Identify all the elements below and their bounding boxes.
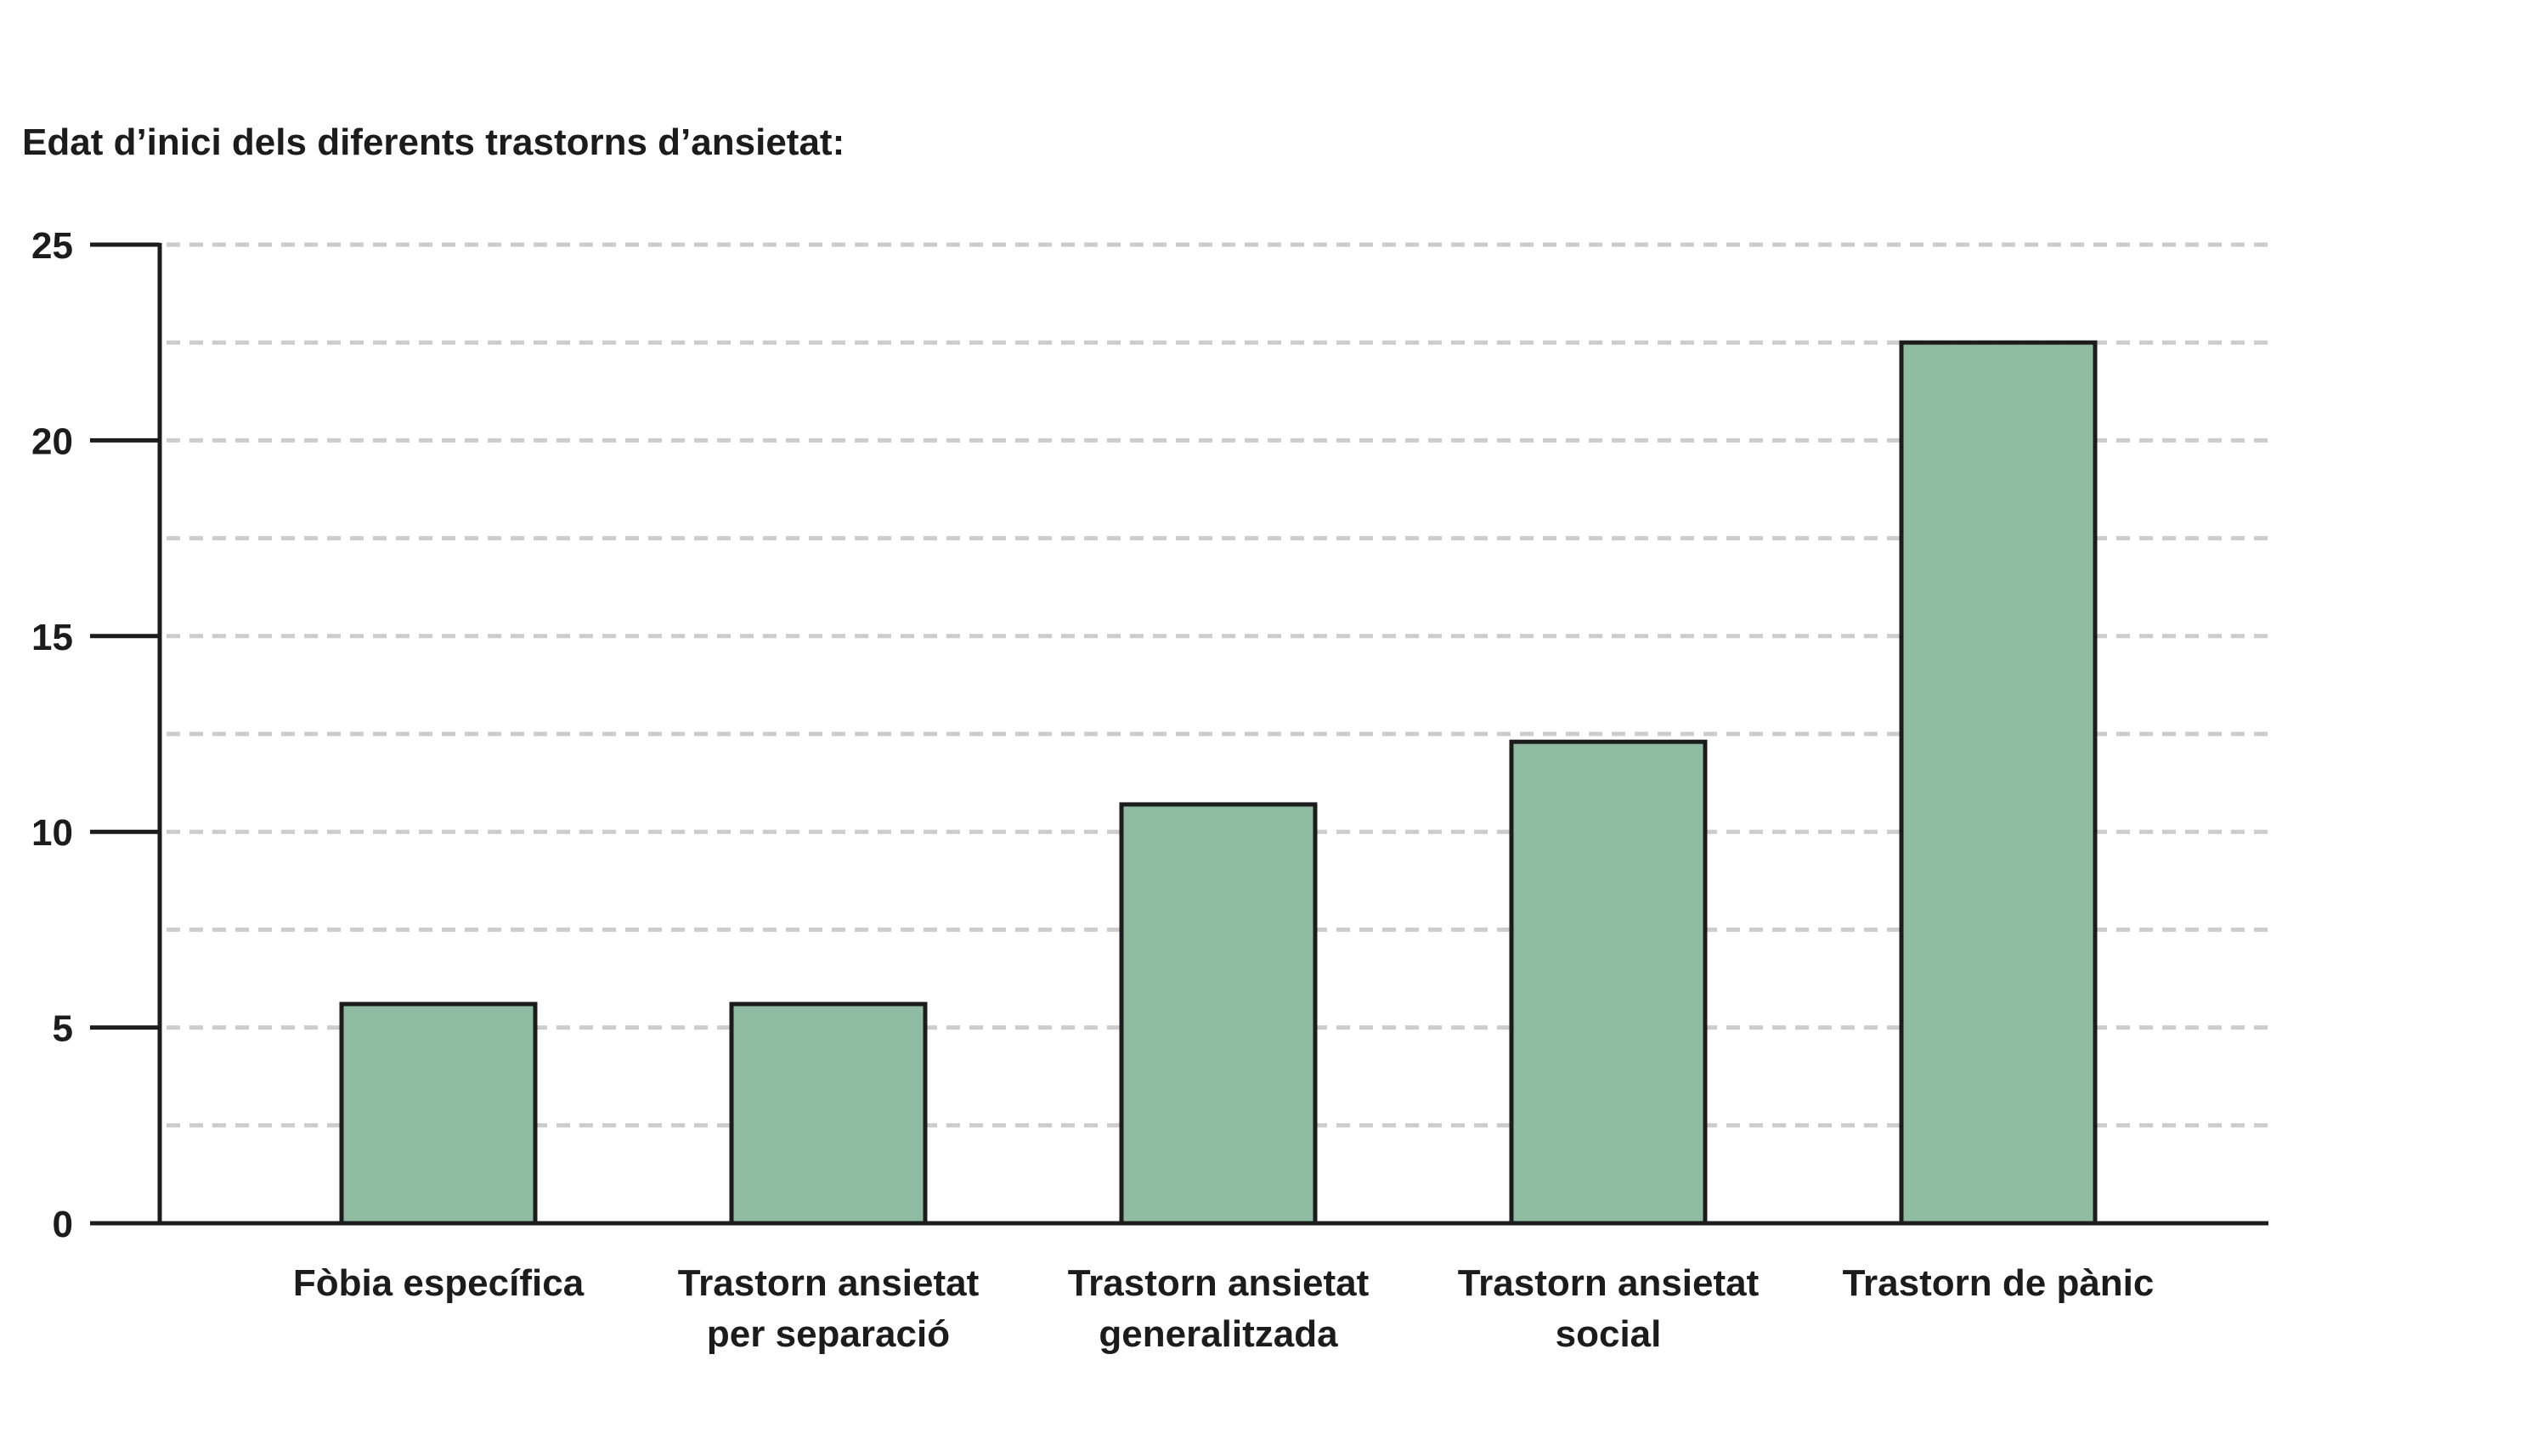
bar	[1509, 739, 1708, 1226]
y-tick-label: 0	[53, 1204, 73, 1245]
bar	[1899, 340, 2098, 1226]
x-tick-label: per separació	[707, 1313, 950, 1355]
chart-title: Edat d’inici dels diferents trastorns d’…	[22, 121, 845, 163]
x-tick-label: generalitzada	[1099, 1313, 1338, 1355]
x-tick-label: Trastorn ansietat	[678, 1262, 980, 1304]
y-tick-label: 15	[31, 617, 73, 658]
x-tick-label: Trastorn de pànic	[1843, 1262, 2155, 1304]
y-tick-label: 20	[31, 420, 73, 462]
axes	[90, 242, 2268, 1226]
bar	[729, 1002, 928, 1226]
bars	[339, 340, 2098, 1226]
x-tick-label: Fòbia específica	[293, 1262, 585, 1304]
y-tick-label: 10	[31, 812, 73, 854]
x-tick-label: social	[1556, 1313, 1662, 1355]
bar	[339, 1002, 538, 1226]
y-tick-label: 25	[31, 225, 73, 267]
bar	[1119, 802, 1318, 1226]
tick-labels: 0 5 10 15 20 25 Fòbia específica Trastorn ansie…	[31, 225, 2154, 1355]
x-tick-label: Trastorn ansietat	[1458, 1262, 1760, 1304]
x-tick-label: Trastorn ansietat	[1068, 1262, 1370, 1304]
y-tick-label: 5	[53, 1008, 73, 1050]
